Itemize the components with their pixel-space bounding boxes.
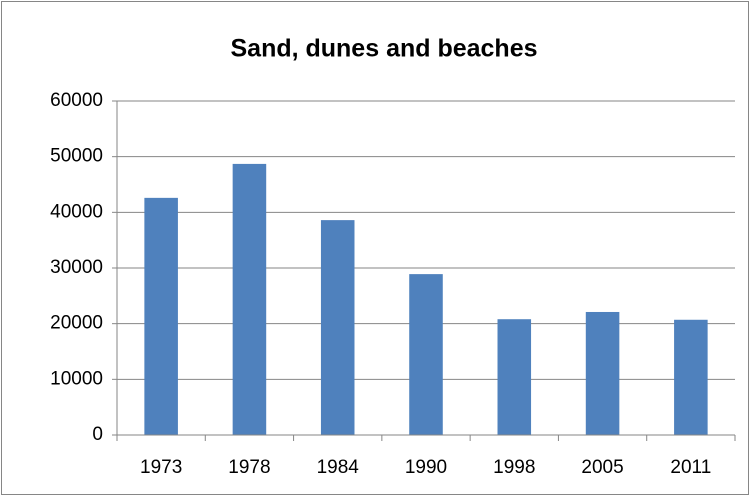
- x-tick-label: 1973: [140, 457, 182, 478]
- bar: [232, 163, 267, 436]
- y-tick-label: 10000: [50, 368, 103, 389]
- bar: [409, 274, 443, 435]
- y-tick-label: 0: [92, 424, 103, 445]
- y-tick-label: 20000: [50, 313, 103, 334]
- y-tick-label: 30000: [50, 257, 103, 278]
- y-tick-label: 60000: [50, 90, 103, 111]
- chart-title: Sand, dunes and beaches: [230, 35, 537, 63]
- bar: [144, 197, 178, 435]
- bar: [497, 319, 532, 435]
- bar: [674, 319, 708, 435]
- y-tick-label: 50000: [50, 146, 103, 167]
- bar: [320, 220, 355, 435]
- x-tick-label: 1984: [317, 457, 360, 478]
- bar: [585, 311, 620, 435]
- x-tick-label: 2011: [670, 457, 711, 478]
- x-tick-label: 1978: [228, 457, 270, 478]
- x-tick-label: 1998: [493, 457, 535, 478]
- x-tick-label: 1990: [405, 457, 447, 478]
- y-tick-label: 40000: [50, 201, 103, 222]
- x-tick-label: 2005: [581, 457, 623, 478]
